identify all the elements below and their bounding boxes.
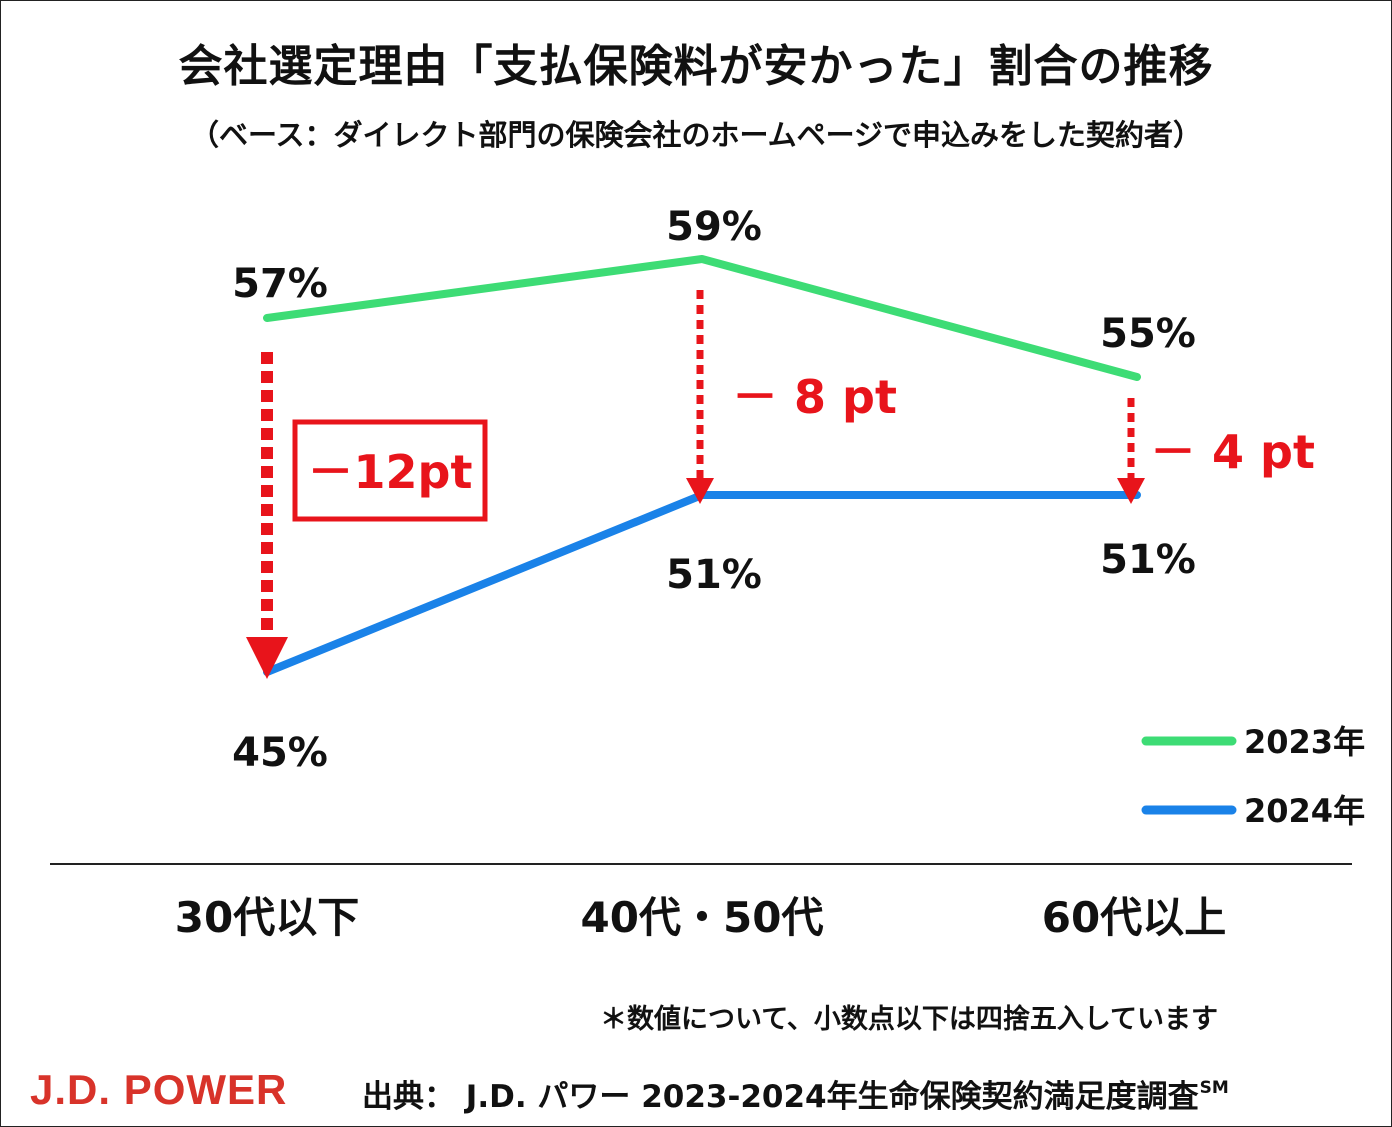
diff-arrow-head-0 <box>246 637 288 679</box>
brand-logo-text: J.D. POWER <box>30 1066 288 1113</box>
data-label-2023-1: 59% <box>666 204 762 250</box>
category-label-1: 40代・50代 <box>581 893 824 942</box>
diff-label-2: － 4 pt <box>1150 425 1315 479</box>
chart-subtitle: （ベース：ダイレクト部門の保険会社のホームページで申込みをした契約者） <box>189 118 1203 152</box>
series-line-2023 <box>263 255 1141 381</box>
legend-label-2023: 2023年 <box>1244 723 1365 761</box>
data-label-2024-2: 51% <box>1100 537 1196 583</box>
legend-label-2024: 2024年 <box>1244 792 1365 830</box>
category-label-0: 30代以下 <box>175 893 359 942</box>
data-label-2023-2: 55% <box>1100 311 1196 357</box>
diff-arrow-head-1 <box>686 478 714 504</box>
diff-label-0: －12pt <box>308 445 473 499</box>
brand-logo: J.D. POWER <box>30 1066 287 1114</box>
source-credit: 出典： J.D. パワー 2023-2024年生命保険契約満足度調査SM <box>362 1071 1229 1116</box>
diff-label-1: － 8 pt <box>732 370 897 424</box>
chart-title: 会社選定理由「支払保険料が安かった」割合の推移 <box>178 41 1214 92</box>
category-label-2: 60代以上 <box>1042 893 1226 942</box>
footnote: ＊数値について、小数点以下は四捨五入しています <box>600 1004 1219 1035</box>
source-text: 出典： J.D. パワー 2023-2024年生命保険契約満足度調査 <box>362 1079 1199 1115</box>
diff-arrow-head-2 <box>1117 478 1145 504</box>
data-label-2024-0: 45% <box>232 730 328 776</box>
service-mark: SM <box>1199 1078 1229 1098</box>
data-label-2023-0: 57% <box>232 261 328 307</box>
data-label-2024-1: 51% <box>666 552 762 598</box>
diff-label-box-0 <box>292 419 488 522</box>
